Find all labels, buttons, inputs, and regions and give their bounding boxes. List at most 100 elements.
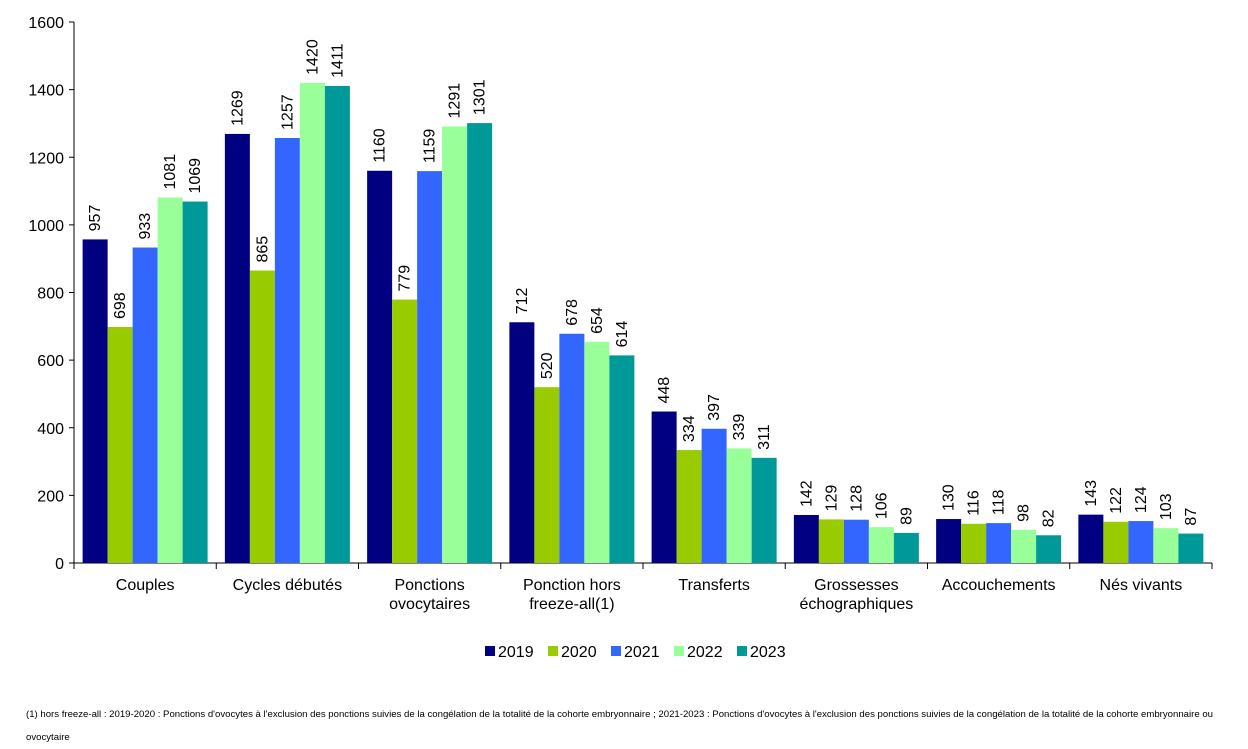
bar bbox=[324, 85, 350, 563]
bar bbox=[392, 299, 418, 563]
value-label: 118 bbox=[991, 489, 1008, 515]
y-tick-label: 400 bbox=[37, 421, 64, 438]
bar bbox=[1153, 528, 1179, 563]
y-tick-label: 0 bbox=[55, 556, 64, 573]
x-tick-label: Accouchements bbox=[942, 577, 1056, 594]
value-label: 448 bbox=[656, 377, 673, 404]
bar bbox=[107, 326, 133, 563]
value-label: 82 bbox=[1041, 509, 1058, 527]
value-label: 106 bbox=[873, 492, 890, 519]
bar bbox=[1178, 533, 1204, 563]
bar bbox=[726, 448, 752, 563]
value-label: 779 bbox=[397, 265, 414, 292]
value-label: 1069 bbox=[187, 158, 204, 194]
y-tick-label: 1000 bbox=[28, 218, 64, 235]
bar bbox=[936, 519, 962, 563]
bar bbox=[868, 527, 894, 563]
value-label: 1257 bbox=[279, 94, 296, 130]
bar bbox=[961, 523, 987, 563]
value-label: 678 bbox=[564, 299, 581, 326]
bar bbox=[751, 457, 777, 563]
x-tick-label: Cycles débutés bbox=[233, 577, 342, 594]
value-label: 334 bbox=[681, 415, 698, 442]
value-label: 614 bbox=[614, 321, 631, 348]
bar bbox=[893, 532, 919, 563]
value-label: 1081 bbox=[162, 154, 179, 190]
bar bbox=[82, 239, 108, 563]
value-label: 122 bbox=[1108, 487, 1125, 514]
bar bbox=[534, 387, 560, 563]
y-tick-label: 1200 bbox=[28, 150, 64, 167]
bar bbox=[676, 450, 702, 563]
legend-swatch bbox=[737, 646, 747, 656]
bar bbox=[793, 514, 819, 563]
value-label: 103 bbox=[1158, 493, 1175, 520]
value-label: 712 bbox=[514, 287, 531, 314]
legend-label: 2020 bbox=[561, 644, 597, 661]
bar bbox=[417, 171, 443, 563]
value-label: 129 bbox=[823, 485, 840, 512]
bar bbox=[182, 201, 208, 563]
footnote: (1) hors freeze-all : 2019-2020 : Poncti… bbox=[26, 709, 1214, 743]
value-label: 865 bbox=[254, 236, 271, 263]
value-label: 654 bbox=[589, 307, 606, 334]
x-tick-label: Ponction hors freeze-all(1) bbox=[523, 577, 621, 613]
bar bbox=[367, 170, 393, 563]
value-label: 698 bbox=[112, 292, 129, 319]
bar bbox=[1036, 535, 1062, 563]
legend-label: 2021 bbox=[624, 644, 660, 661]
bar bbox=[132, 247, 158, 564]
bar bbox=[818, 519, 844, 563]
legend-label: 2022 bbox=[687, 644, 723, 661]
bar bbox=[157, 197, 183, 563]
value-label: 1269 bbox=[229, 90, 246, 126]
bar bbox=[843, 519, 869, 563]
y-tick-label: 200 bbox=[37, 488, 64, 505]
bar bbox=[1011, 529, 1037, 563]
legend-swatch bbox=[548, 646, 558, 656]
legend-swatch bbox=[674, 646, 684, 656]
bar bbox=[584, 341, 610, 563]
value-label: 1291 bbox=[447, 83, 464, 119]
bar bbox=[559, 333, 585, 563]
bar bbox=[701, 428, 727, 563]
bar bbox=[509, 322, 535, 563]
value-label: 124 bbox=[1133, 486, 1150, 513]
legend-swatch bbox=[611, 646, 621, 656]
chart: 0 200 400 600 800 1000 1200 1400 1600 Couples 957 6… bbox=[28, 15, 1213, 661]
bar bbox=[609, 355, 635, 563]
x-tick-label: Transferts bbox=[678, 577, 749, 594]
value-label: 1411 bbox=[329, 43, 346, 78]
legend-label: 2023 bbox=[750, 644, 786, 661]
value-label: 142 bbox=[798, 480, 815, 507]
y-tick-label: 600 bbox=[37, 353, 64, 370]
y-tick-label: 800 bbox=[37, 286, 64, 303]
x-tick-label: Ponctions ovocytaires bbox=[389, 577, 470, 613]
value-label: 1420 bbox=[304, 39, 321, 75]
value-label: 520 bbox=[539, 352, 556, 379]
value-label: 116 bbox=[966, 490, 983, 516]
x-tick-label: Grossesses échographiques bbox=[799, 577, 913, 613]
bar bbox=[467, 123, 493, 564]
y-tick-label: 1400 bbox=[28, 83, 64, 100]
bar bbox=[1103, 521, 1129, 563]
legend-label: 2019 bbox=[498, 644, 534, 661]
value-label: 1159 bbox=[422, 129, 439, 164]
value-label: 87 bbox=[1183, 508, 1200, 526]
bar bbox=[1128, 521, 1154, 563]
bar bbox=[986, 523, 1012, 563]
value-label: 128 bbox=[848, 485, 865, 512]
value-label: 98 bbox=[1016, 504, 1033, 522]
y-tick-label: 1600 bbox=[28, 15, 64, 32]
value-label: 397 bbox=[706, 394, 723, 421]
value-label: 130 bbox=[941, 484, 958, 511]
bar bbox=[299, 82, 325, 564]
bar bbox=[224, 133, 250, 563]
bar bbox=[651, 411, 677, 563]
x-tick-label: Nés vivants bbox=[1100, 577, 1183, 594]
value-label: 143 bbox=[1083, 480, 1100, 507]
bar bbox=[1078, 514, 1104, 563]
legend-swatch bbox=[485, 646, 495, 656]
value-label: 933 bbox=[137, 213, 154, 240]
